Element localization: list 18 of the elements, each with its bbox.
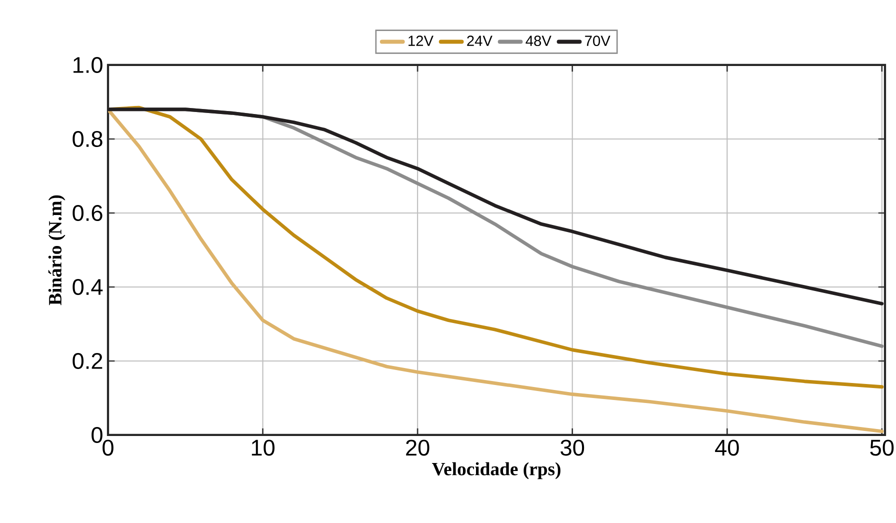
y-tick-label: 0 — [92, 426, 102, 444]
legend-label: 12V — [408, 36, 434, 46]
x-tick-label: 0 — [102, 440, 114, 456]
y-axis-title: Binário (N.m) — [48, 195, 66, 306]
x-tick-label: 10 — [252, 440, 275, 456]
x-axis-title: Velocidade (rps) — [432, 462, 560, 480]
y-tick-label: 0.2 — [72, 352, 102, 370]
y-tick-label: 1.0 — [74, 56, 102, 74]
legend-label: 70V — [585, 36, 610, 46]
y-tick-label: 0.6 — [72, 204, 102, 222]
legend-label: 48V — [526, 36, 552, 46]
legend-label: 24V — [467, 36, 492, 46]
y-tick-label: 0.4 — [72, 278, 103, 296]
x-tick-label: 30 — [560, 440, 584, 456]
x-tick-label: 50 — [870, 440, 894, 456]
x-tick-label: 40 — [715, 440, 739, 456]
y-tick-label: 0.8 — [72, 130, 102, 148]
x-tick-label: 20 — [406, 440, 430, 456]
